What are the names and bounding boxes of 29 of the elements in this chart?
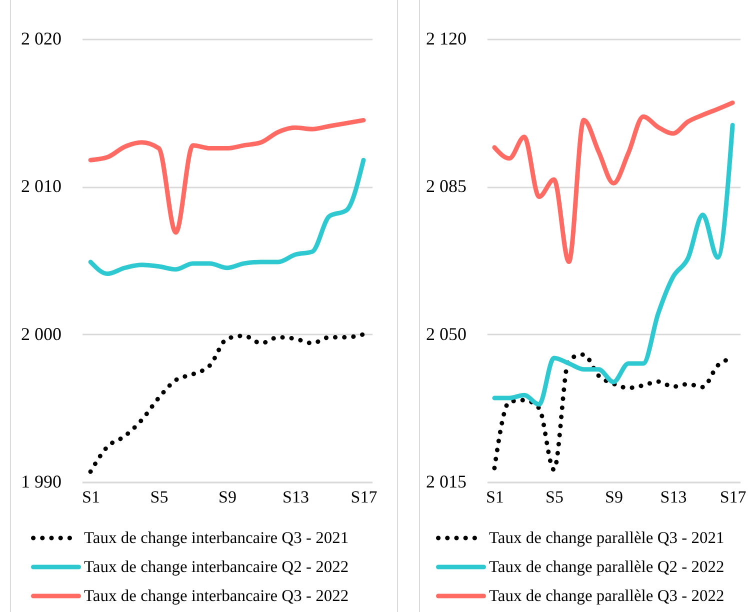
legend-label: Taux de change interbancaire Q3 - 2021: [84, 528, 349, 547]
x-tick-label: S9: [605, 488, 623, 506]
line-series: [492, 100, 735, 264]
x-tick-label: S5: [150, 488, 168, 506]
x-tick-label: S1: [486, 488, 504, 506]
line-series: [492, 122, 735, 407]
y-tick-label: 2 120: [426, 28, 466, 48]
y-tick-label: 2 020: [21, 28, 62, 48]
y-tick-label: 2 050: [426, 324, 466, 344]
line-series: [88, 158, 366, 276]
x-tick-label: S5: [545, 488, 564, 506]
x-tick-label: S13: [282, 488, 309, 506]
legend-label: Taux de change parallèle Q3 - 2021: [489, 528, 724, 547]
y-tick-label: 2 085: [426, 176, 466, 196]
legend-label: Taux de change interbancaire Q3 - 2022: [84, 586, 349, 605]
x-tick-label: S17: [720, 488, 747, 506]
line-series: [88, 332, 366, 474]
y-tick-label: 1 990: [21, 472, 62, 492]
y-tick-label: 2 000: [21, 324, 62, 344]
x-tick-label: S1: [82, 488, 100, 506]
legend-label: Taux de change interbancaire Q2 - 2022: [84, 557, 349, 576]
x-tick-label: S9: [218, 488, 236, 506]
legend-label: Taux de change parallèle Q3 - 2022: [489, 586, 724, 605]
x-tick-label: S17: [350, 488, 378, 506]
line-series: [88, 118, 366, 235]
legend-label: Taux de change parallèle Q2 - 2022: [489, 557, 724, 576]
y-tick-label: 2 010: [21, 176, 62, 196]
x-tick-label: S13: [660, 488, 687, 506]
y-tick-label: 2 015: [426, 472, 466, 492]
